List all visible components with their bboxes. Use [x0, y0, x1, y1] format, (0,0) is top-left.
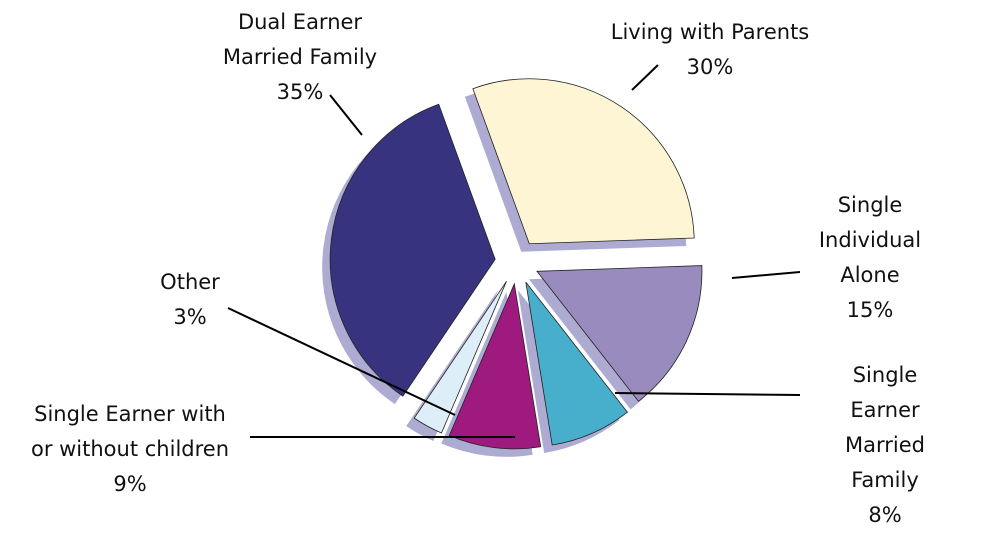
pie-canvas [227, 64, 801, 457]
leader-lines [227, 64, 801, 438]
slice [329, 103, 496, 397]
slice-label: Dual Earner Married Family 35% [223, 5, 377, 110]
value-label: 9% [113, 472, 147, 496]
leader-line [631, 64, 659, 91]
slice [413, 281, 507, 434]
category-label: Dual Earner Married Family [222, 10, 378, 69]
chart: Living with Parents 30% Single Individual … [31, 5, 926, 527]
category-label: Single Earner with or without children [30, 402, 230, 461]
category-label: Living with Parents [610, 20, 810, 44]
leader-line [329, 94, 363, 136]
value-label: 30% [686, 55, 734, 79]
slice-label: Living with Parents 30% [611, 15, 810, 85]
category-label: Single Individual Alone [818, 193, 922, 287]
category-label: Single Earner Married Family [845, 363, 925, 492]
leader-line [614, 392, 801, 396]
leader-line [227, 307, 456, 416]
value-label: 3% [173, 305, 207, 329]
slice-label: Single Earner Married Family 8% [837, 358, 934, 533]
category-label: Other [160, 270, 220, 294]
value-label: 35% [276, 80, 324, 104]
slice [525, 281, 628, 446]
slice [472, 78, 695, 245]
slice-label: Single Earner with or without children 9% [31, 397, 229, 502]
slice-label: Single Individual Alone 15% [814, 188, 926, 328]
slice-label: Other 3% [160, 265, 220, 335]
slices [329, 78, 703, 450]
value-label: 8% [868, 503, 902, 527]
leader-line [731, 271, 801, 279]
value-label: 15% [846, 298, 894, 322]
